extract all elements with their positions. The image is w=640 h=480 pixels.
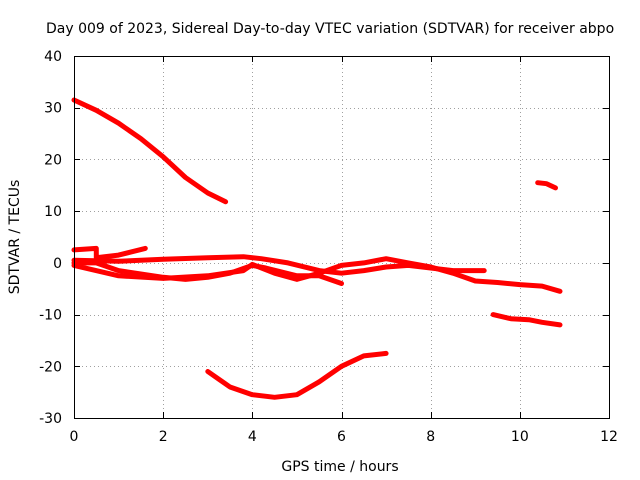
tick-layer: 0 2 4 6 8 10 12 -30 -20 -10 0 10 20 30 40: [39, 49, 618, 445]
plot-frame: [74, 56, 610, 419]
x-tick-label: 2: [159, 429, 168, 445]
y-axis-label: SDTVAR / TECUs: [7, 180, 23, 295]
series-layer: [71, 97, 563, 400]
y-tick-label: -30: [39, 411, 62, 427]
y-tick-label: 40: [44, 49, 62, 65]
series-track-h: [535, 180, 558, 191]
y-tick-label: 0: [53, 256, 62, 272]
x-tick-label: 6: [337, 429, 346, 445]
x-tick-label: 10: [511, 429, 529, 445]
x-axis-label: GPS time / hours: [281, 459, 398, 475]
x-tick-label: 4: [248, 429, 257, 445]
x-tick-label: 0: [70, 429, 79, 445]
series-track-e: [71, 256, 563, 294]
y-tick-label: 30: [44, 101, 62, 117]
y-tick-label: 10: [44, 204, 62, 220]
grid-layer: [74, 56, 609, 418]
y-tick-label: -20: [39, 359, 62, 375]
series-track-g: [490, 312, 563, 328]
series-track-b: [71, 245, 148, 261]
series-track-f: [205, 350, 389, 400]
x-tick-label: 12: [600, 429, 618, 445]
y-tick-label: 20: [44, 152, 62, 168]
chart-title: Day 009 of 2023, Sidereal Day-to-day VTE…: [46, 21, 614, 37]
y-tick-label: -10: [39, 308, 62, 324]
x-tick-label: 8: [426, 429, 435, 445]
series-track-a: [71, 97, 229, 205]
